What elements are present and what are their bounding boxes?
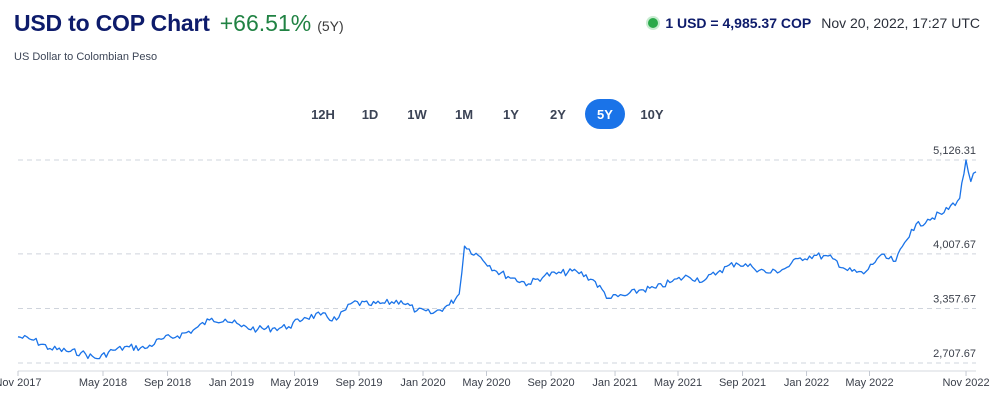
quote-row: 1 USD = 4,985.37 COP Nov 20, 2022, 17:27… [648, 15, 980, 31]
x-tick-label: Sep 2020 [527, 377, 574, 389]
y-tick-label: 2,707.67 [933, 348, 976, 360]
y-tick-label: 3,357.67 [933, 293, 976, 305]
x-tick-label: Jan 2019 [209, 377, 254, 389]
x-tick-label: May 2020 [462, 377, 510, 389]
x-tick-label: May 2019 [270, 377, 318, 389]
x-tick-label: Sep 2018 [144, 377, 191, 389]
page-title: USD to COP Chart [14, 10, 210, 36]
current-quote: 1 USD = 4,985.37 COP [665, 15, 812, 31]
range-button-1w[interactable]: 1W [397, 99, 437, 129]
x-tick-label: May 2021 [654, 377, 702, 389]
range-button-1d[interactable]: 1D [350, 99, 390, 129]
range-button-2y[interactable]: 2Y [538, 99, 578, 129]
range-button-1m[interactable]: 1M [444, 99, 484, 129]
change-period: (5Y) [317, 18, 344, 34]
range-button-1y[interactable]: 1Y [491, 99, 531, 129]
live-status-icon [648, 18, 659, 28]
x-tick-label: Nov 2017 [0, 377, 42, 389]
range-button-10y[interactable]: 10Y [632, 99, 672, 129]
x-tick-label: Nov 2022 [942, 377, 989, 389]
x-tick-label: Jan 2021 [592, 377, 637, 389]
x-tick-label: May 2018 [79, 377, 127, 389]
range-selector: 12H 1D 1W 1M 1Y 2Y 5Y 10Y [303, 99, 679, 129]
page-subtitle: US Dollar to Colombian Peso [14, 51, 158, 63]
y-tick-label: 5,126.31 [933, 145, 976, 157]
range-button-5y[interactable]: 5Y [585, 99, 625, 129]
x-tick-label: Sep 2021 [719, 377, 766, 389]
y-tick-label: 4,007.67 [933, 239, 976, 251]
title-row: USD to COP Chart +66.51% (5Y) [14, 10, 344, 37]
series-line-usd-cop [17, 159, 977, 360]
range-button-12h[interactable]: 12H [303, 99, 343, 129]
quote-timestamp: Nov 20, 2022, 17:27 UTC [821, 15, 980, 31]
x-tick-label: Sep 2019 [335, 377, 382, 389]
x-tick-label: Jan 2022 [784, 377, 829, 389]
price-chart[interactable]: 5,126.31 4,007.67 3,357.67 2,707.67 Nov 2017… [0, 140, 1000, 402]
change-percent: +66.51% [219, 10, 312, 36]
x-tick-label: Jan 2020 [400, 377, 445, 389]
x-tick-label: May 2022 [845, 377, 893, 389]
